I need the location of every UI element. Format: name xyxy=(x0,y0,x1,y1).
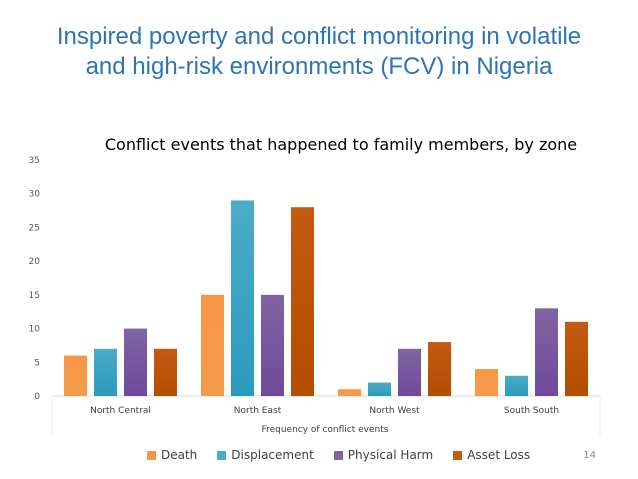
legend-label-physical-harm: Physical Harm xyxy=(347,448,434,462)
legend-swatch-asset-loss xyxy=(453,450,463,460)
bar-displacement-north-central xyxy=(94,348,117,396)
bar-physical-harm-north-west xyxy=(398,348,421,396)
bar-death-north-east xyxy=(201,294,224,396)
bar-death-north-west xyxy=(338,389,361,396)
page-number: 14 xyxy=(583,450,596,461)
category-label: South South xyxy=(504,406,559,416)
legend-swatch-physical-harm xyxy=(333,450,343,460)
legend-item-displacement: Displacement xyxy=(217,448,314,462)
bar-death-south-south xyxy=(475,369,498,396)
y-tick-label: 5 xyxy=(34,358,40,368)
bar-displacement-south-south xyxy=(505,375,528,396)
y-tick-label: 10 xyxy=(29,325,41,335)
bar-asset-loss-north-west xyxy=(428,342,451,396)
y-tick-label: 20 xyxy=(29,257,41,267)
bar-displacement-north-east xyxy=(231,200,254,396)
category-label: North East xyxy=(234,406,282,416)
category-labels: North Central North East North West South S… xyxy=(90,406,559,416)
legend-swatch-displacement xyxy=(217,450,227,460)
y-tick-label: 15 xyxy=(29,291,40,301)
legend-label-displacement: Displacement xyxy=(231,448,314,462)
legend-label-asset-loss: Asset Loss xyxy=(467,448,531,462)
y-axis-ticks: 0 5 10 15 20 25 30 35 xyxy=(29,156,41,402)
y-tick-label: 35 xyxy=(29,156,40,166)
y-tick-label: 30 xyxy=(29,190,41,200)
y-tick-label: 25 xyxy=(29,223,40,233)
bar-physical-harm-south-south xyxy=(535,308,558,396)
slide-title-line-2: and high-risk environments (FCV) in Nige… xyxy=(85,53,553,80)
bar-asset-loss-south-south xyxy=(565,321,588,396)
legend-item-death: Death xyxy=(147,448,197,462)
bar-death-north-central xyxy=(64,355,87,396)
slide-title: Inspired poverty and conflict monitoring… xyxy=(0,22,638,82)
bar-physical-harm-north-east xyxy=(261,294,284,396)
legend-label-death: Death xyxy=(161,448,198,462)
bar-asset-loss-north-central xyxy=(154,348,177,396)
legend-item-asset-loss: Asset Loss xyxy=(453,448,530,462)
bar-physical-harm-north-central xyxy=(124,328,147,396)
category-label: North Central xyxy=(90,406,151,416)
bar-displacement-north-west xyxy=(368,382,391,396)
x-axis-label: Frequency of conflict events xyxy=(262,425,389,435)
legend-item-physical-harm: Physical Harm xyxy=(333,448,434,462)
bar-asset-loss-north-east xyxy=(291,207,314,396)
bars-group xyxy=(64,200,588,396)
category-label: North West xyxy=(369,406,420,416)
legend: Death Displacement Physical Harm Asset L… xyxy=(147,448,530,462)
y-tick-label: 0 xyxy=(34,392,40,402)
slide-title-line-1: Inspired poverty and conflict monitoring… xyxy=(56,23,582,50)
legend-swatch-death xyxy=(147,450,156,460)
chart-title: Conflict events that happened to family … xyxy=(105,135,577,154)
